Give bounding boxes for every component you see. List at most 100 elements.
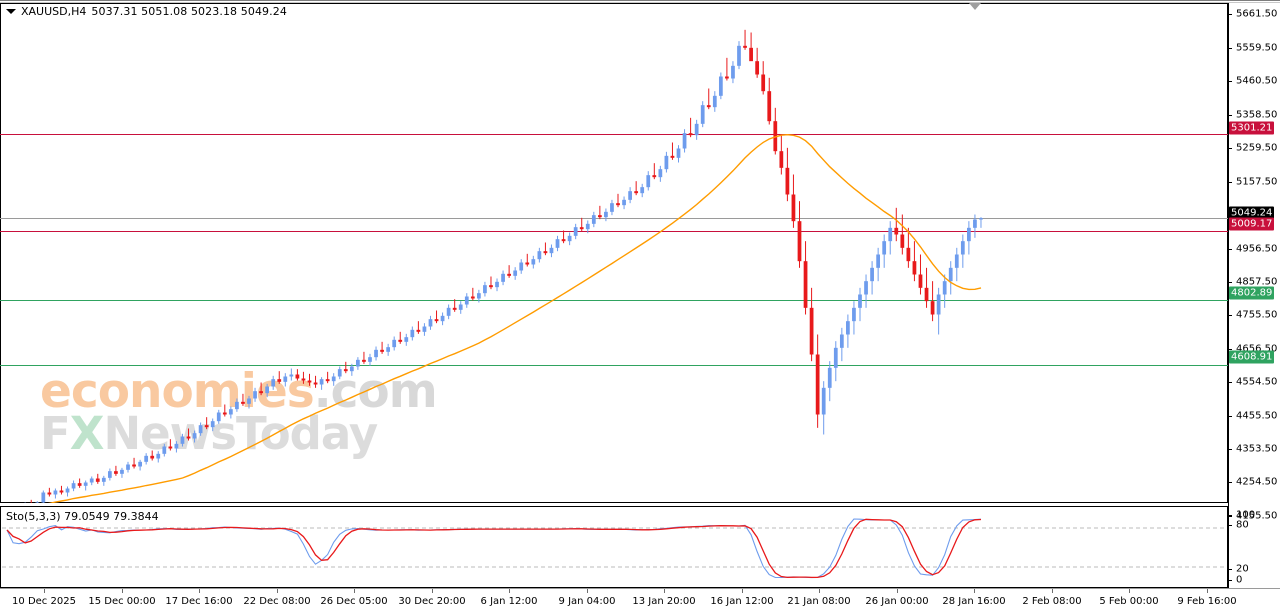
candle-body (446, 307, 451, 316)
price-tick-mark (1228, 349, 1232, 350)
candle-body (779, 151, 784, 168)
candle-body (265, 386, 270, 394)
candle-body (101, 477, 106, 482)
time-tick-mark (122, 589, 123, 593)
candle-body (138, 461, 142, 467)
price-tick-label: 4353.50 (1236, 443, 1278, 455)
candle-body (821, 387, 826, 415)
time-tick-mark (277, 589, 278, 593)
price-scale-panel[interactable] (1228, 3, 1280, 588)
stochastic-indicator-panel[interactable] (0, 506, 1228, 588)
candle-body (852, 307, 856, 322)
dropdown-caret-icon[interactable] (6, 9, 16, 14)
candle-body (77, 483, 82, 486)
stochastic-scale[interactable]: 100 80 20 0 (1228, 506, 1280, 588)
level-line-resistance-2[interactable] (0, 134, 1228, 136)
time-tick-mark (897, 589, 898, 593)
candle-body (803, 261, 808, 308)
resistance-tag[interactable]: 5009.17 (1229, 217, 1275, 231)
candle-body (815, 354, 820, 415)
level-line-support-1[interactable] (0, 300, 1228, 302)
time-tick-mark (819, 589, 820, 593)
price-tick-mark (1228, 382, 1232, 383)
candle-body (797, 221, 802, 262)
candle-body (428, 319, 433, 327)
candle-body (198, 425, 203, 434)
candle-body (918, 274, 923, 288)
candle-body (222, 412, 227, 415)
stochastic-tick-mark (1228, 569, 1232, 570)
candle-body (622, 199, 626, 206)
candle-body (120, 469, 124, 474)
candle-body (59, 490, 64, 493)
level-line-resistance-1[interactable] (0, 231, 1228, 233)
price-tick-label: 5559.50 (1236, 42, 1278, 54)
time-tick-mark (509, 589, 510, 593)
time-tick-label: 13 Jan 20:00 (632, 596, 696, 607)
candle-body (882, 241, 887, 255)
current-price-tag[interactable]: 5049.24 (1229, 206, 1275, 220)
time-tick-label: 9 Jan 04:00 (558, 596, 616, 607)
candle-body (585, 223, 590, 230)
candle-body (531, 259, 536, 265)
price-tick-label: 4857.50 (1236, 276, 1278, 288)
stochastic-tick-mark (1228, 525, 1232, 526)
time-tick-label: 26 Dec 05:00 (320, 596, 388, 607)
candle-body (876, 254, 881, 268)
candle-body (791, 194, 796, 222)
time-tick-label: 5 Feb 00:00 (1099, 596, 1159, 607)
candlestick-canvas[interactable] (0, 3, 1228, 503)
price-chart-panel[interactable] (0, 3, 1228, 503)
price-scale[interactable]: 5661.50 5559.50 5460.50 5358.50 5259.50 5157.… (1228, 3, 1280, 522)
candle-body (967, 227, 971, 242)
level-line-support-2[interactable] (0, 364, 1228, 366)
candle-body (301, 378, 306, 381)
stochastic-canvas[interactable] (0, 506, 1228, 588)
candle-body (664, 155, 669, 170)
candle-body (144, 455, 149, 462)
candle-body (392, 339, 397, 348)
candle-body (682, 133, 687, 149)
candle-body (89, 478, 94, 483)
candle-body (150, 455, 155, 459)
candle-body (277, 379, 282, 382)
candle-body (597, 215, 602, 218)
candle-body (579, 227, 584, 230)
price-tick-label: 4554.50 (1236, 376, 1278, 388)
symbol-label: XAUUSD,H4 (21, 5, 87, 18)
candle-body (960, 241, 965, 255)
price-tick-label: 4755.50 (1236, 309, 1278, 321)
candle-body (216, 412, 221, 422)
chart-top-marker-icon (969, 3, 981, 10)
candle-body (126, 464, 130, 470)
candle-body (343, 369, 348, 372)
candle-body (483, 285, 487, 294)
candle-body (41, 492, 46, 503)
time-axis[interactable]: 10 Dec 2025 15 Dec 00:00 17 Dec 16:00 22 De… (0, 588, 1280, 616)
support-tag[interactable]: 4608.91 (1229, 350, 1275, 364)
candle-body (930, 301, 935, 315)
price-tick-mark (1228, 48, 1232, 49)
price-tick-mark (1228, 315, 1232, 316)
candle-body (773, 121, 778, 152)
stochastic-label: Sto(5,3,3) 79.0549 79.3844 (6, 510, 159, 523)
time-tick-label: 16 Jan 12:00 (710, 596, 774, 607)
symbol-header[interactable]: XAUUSD,H4 5037.31 5051.08 5023.18 5049.2… (6, 5, 287, 18)
candle-body (404, 337, 409, 342)
candle-body (525, 262, 530, 265)
stochastic-tick-mark (1228, 515, 1232, 516)
candle-body (235, 401, 239, 410)
candle-body (331, 376, 336, 382)
candle-body (718, 76, 723, 96)
resistance-tag[interactable]: 5301.21 (1229, 121, 1275, 135)
price-tick-label: 4956.50 (1236, 243, 1278, 255)
time-tick-label: 28 Jan 16:00 (942, 596, 1006, 607)
candle-body (839, 334, 844, 348)
price-tick-mark (1228, 516, 1232, 517)
candle-body (912, 261, 917, 275)
support-tag[interactable]: 4802.89 (1229, 286, 1275, 300)
price-tick-mark (1228, 249, 1232, 250)
candle-body (362, 359, 366, 362)
level-line-current-price[interactable] (0, 218, 1228, 220)
time-tick-mark (432, 589, 433, 593)
